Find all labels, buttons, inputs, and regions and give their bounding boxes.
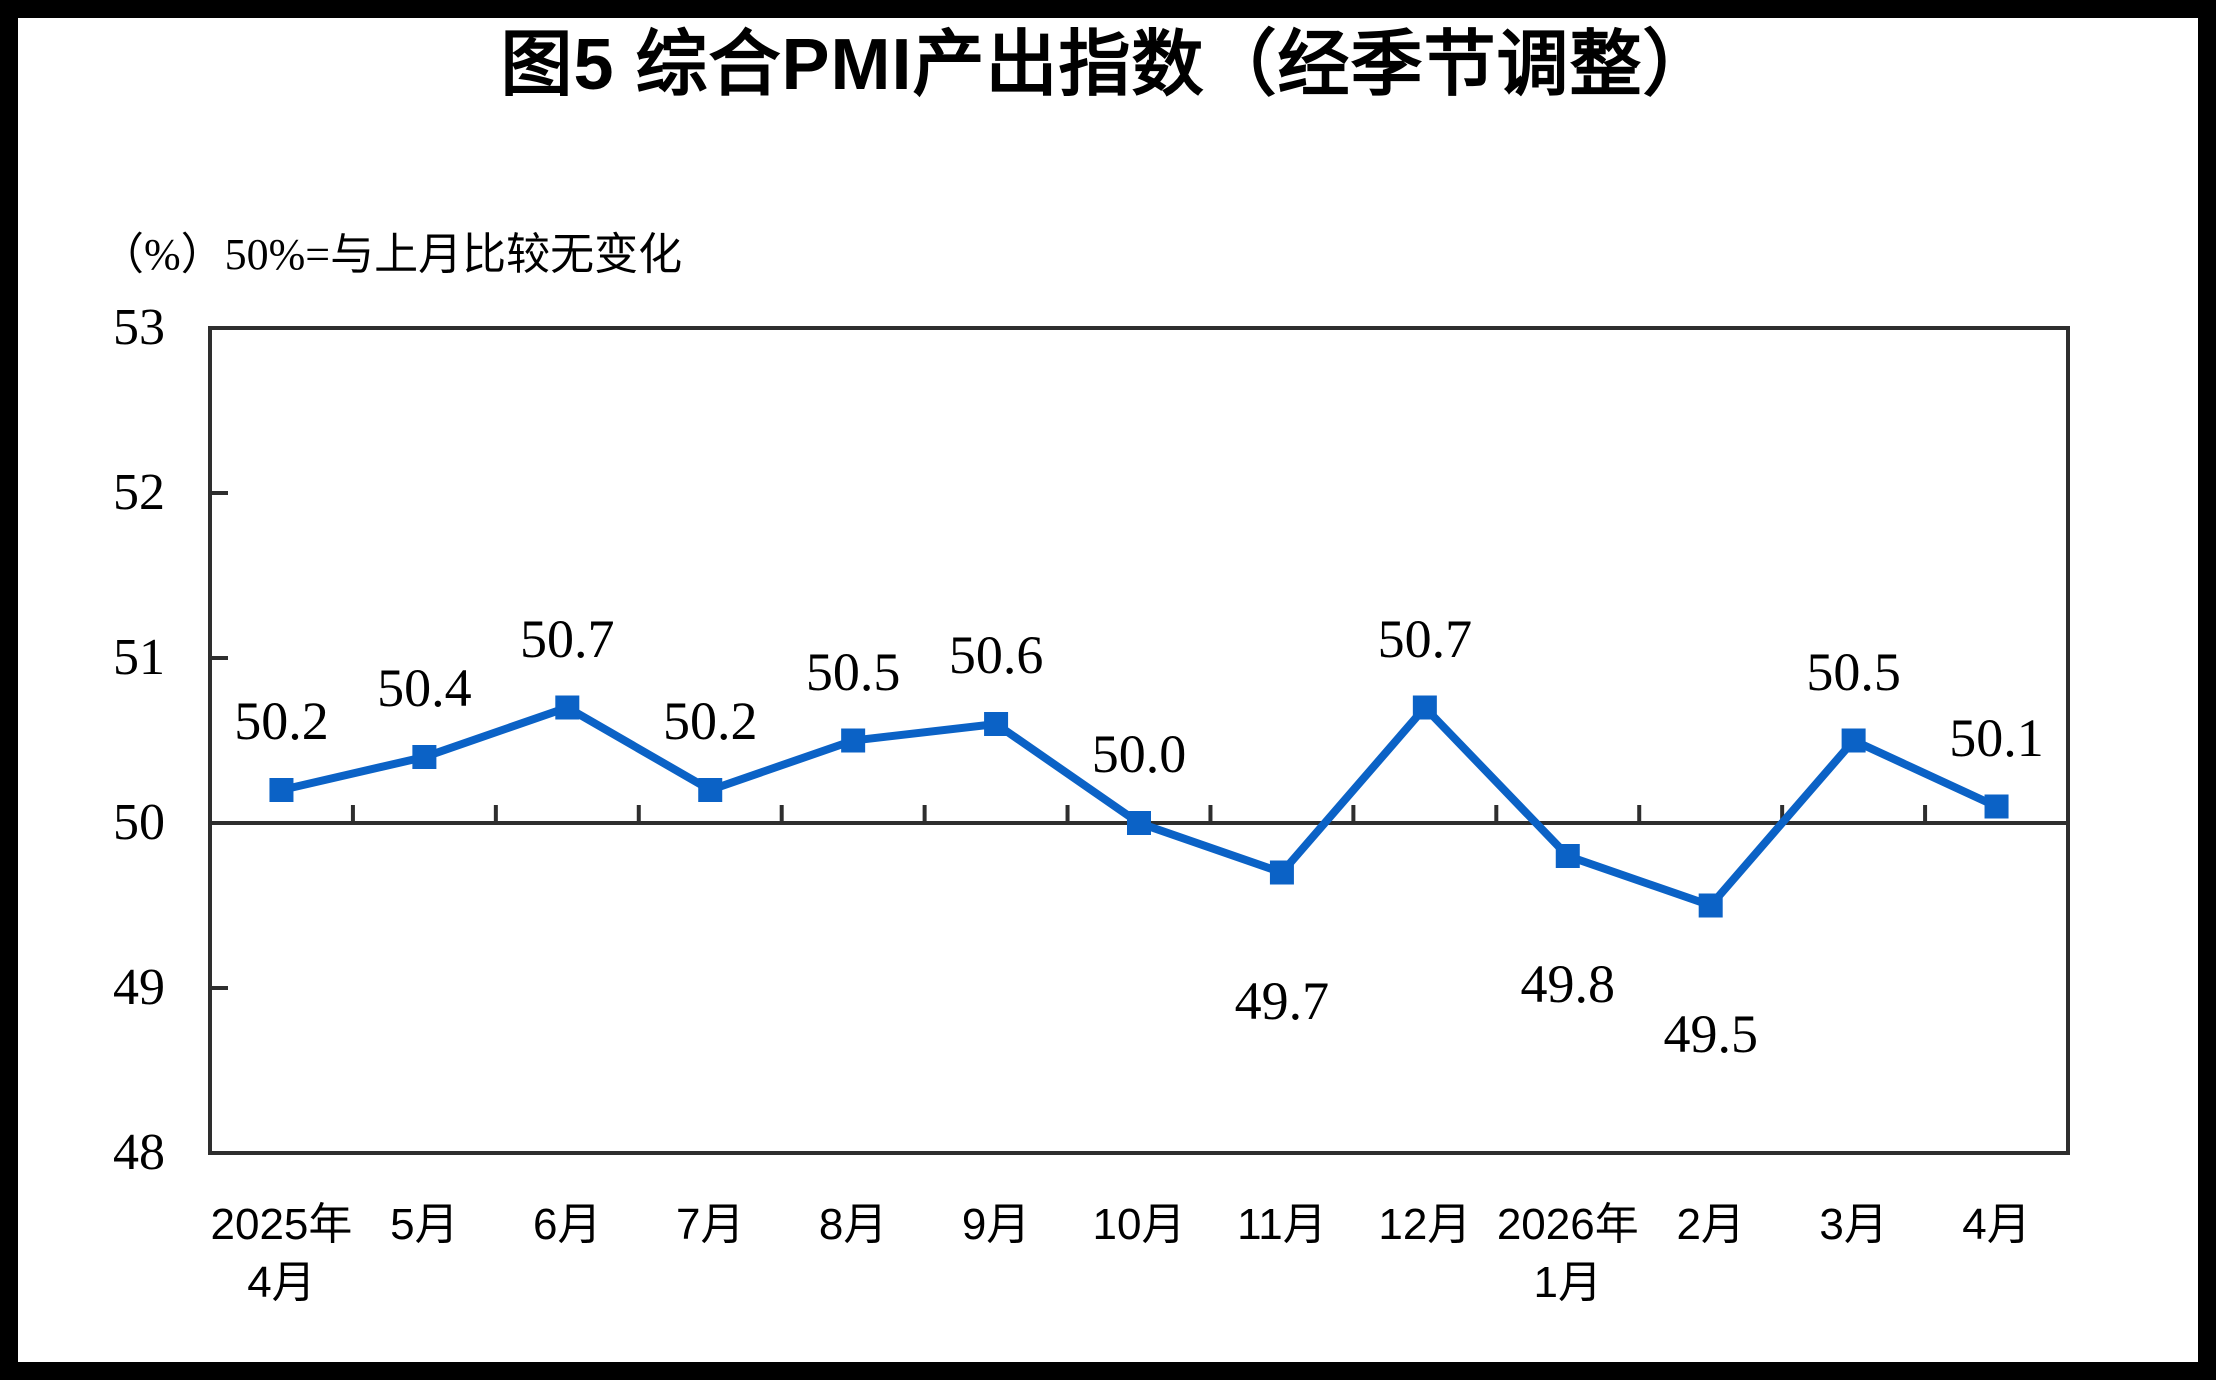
data-point-label: 50.7: [520, 608, 615, 669]
x-axis-label: 2月: [1676, 1200, 1745, 1249]
x-axis-label: 4月: [1962, 1200, 2031, 1249]
y-axis-label: 51: [113, 629, 165, 686]
x-axis-label: 12月: [1378, 1200, 1472, 1249]
data-point-marker: [1555, 844, 1580, 868]
x-axis-label: 9月: [961, 1200, 1031, 1249]
data-point-label: 50.6: [948, 625, 1044, 685]
data-point-marker: [1698, 893, 1723, 918]
x-axis-label: 10月: [1092, 1200, 1186, 1249]
data-point-label: 50.2: [662, 691, 758, 751]
data-point-marker: [1984, 794, 2009, 819]
image-frame: [18, 18, 2198, 1362]
data-point-label: 50.5: [805, 641, 901, 702]
data-point-marker: [1269, 860, 1294, 885]
y-axis-label: 52: [113, 464, 165, 521]
data-point-label: 50.1: [1949, 707, 2044, 768]
y-axis-label: 48: [113, 1124, 165, 1181]
x-axis-label: 3月: [1819, 1200, 1888, 1249]
data-point-marker: [1841, 728, 1866, 753]
data-point-label: 50.2: [234, 691, 329, 751]
data-point-label: 49.7: [1234, 970, 1330, 1031]
data-point-label: 50.4: [377, 658, 472, 718]
plot-border: [208, 326, 2070, 1155]
x-axis-label: 2025年 4月: [210, 1200, 353, 1307]
x-axis-label: 2026年 1月: [1496, 1200, 1639, 1307]
data-point-marker: [269, 778, 294, 802]
axis-unit-note: （%）50%=与上月比较无变化: [100, 230, 683, 279]
data-point-label: 49.8: [1520, 954, 1616, 1014]
data-point-label: 50.0: [1091, 724, 1187, 784]
x-axis-label: 6月: [533, 1200, 602, 1249]
y-axis-label: 49: [113, 959, 165, 1016]
y-axis-label: 50: [113, 794, 165, 851]
data-point-marker: [555, 695, 580, 720]
x-axis-label: 11月: [1237, 1200, 1327, 1249]
x-axis-label: 8月: [818, 1200, 888, 1249]
x-axis-label: 5月: [390, 1200, 459, 1249]
x-axis-label: 7月: [675, 1200, 745, 1249]
data-point-label: 50.7: [1377, 608, 1473, 669]
data-point-marker: [412, 745, 437, 769]
y-axis-label: 53: [113, 299, 165, 356]
data-point-marker: [984, 712, 1009, 736]
data-point-marker: [1412, 695, 1437, 720]
data-point-marker: [1127, 811, 1151, 835]
data-point-marker: [698, 778, 723, 802]
data-point-label: 50.5: [1806, 641, 1901, 702]
data-point-label: 49.5: [1663, 1003, 1758, 1064]
chart-title: 图5 综合PMI产出指数（经季节调整）: [500, 25, 1716, 105]
data-point-marker: [841, 728, 866, 753]
